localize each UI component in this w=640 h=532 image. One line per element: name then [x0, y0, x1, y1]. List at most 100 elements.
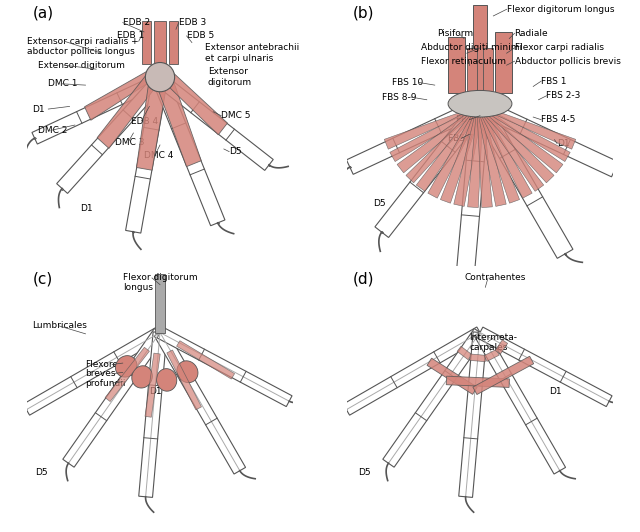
Text: abductor pollicis longus: abductor pollicis longus [27, 47, 135, 56]
Text: FBS 10: FBS 10 [392, 78, 424, 87]
Text: (d): (d) [352, 271, 374, 286]
Text: longus: longus [123, 283, 153, 292]
Polygon shape [477, 106, 576, 149]
Text: (b): (b) [352, 5, 374, 20]
Text: Flexores: Flexores [86, 360, 123, 369]
Polygon shape [477, 106, 506, 206]
Text: Flexor digitorum: Flexor digitorum [123, 273, 197, 282]
Text: Flexor digitorum longus: Flexor digitorum longus [507, 5, 614, 14]
Polygon shape [57, 75, 165, 194]
Polygon shape [474, 5, 486, 93]
Polygon shape [446, 376, 509, 387]
Polygon shape [63, 329, 166, 467]
Text: DMC 5: DMC 5 [221, 111, 251, 120]
Text: EDB 1: EDB 1 [118, 31, 145, 40]
Polygon shape [177, 340, 235, 379]
Text: D1: D1 [549, 387, 562, 395]
Text: Contrahentes: Contrahentes [464, 273, 525, 282]
Polygon shape [477, 106, 544, 192]
Polygon shape [150, 69, 201, 167]
Text: D5: D5 [358, 468, 371, 477]
Polygon shape [157, 369, 177, 391]
Polygon shape [440, 106, 483, 203]
Text: breves: breves [86, 369, 116, 378]
Text: Extensor antebrachii: Extensor antebrachii [205, 44, 300, 52]
Polygon shape [474, 329, 566, 474]
Polygon shape [477, 106, 554, 183]
Polygon shape [375, 101, 487, 237]
Polygon shape [136, 69, 170, 170]
Text: FBS 4-5: FBS 4-5 [541, 115, 575, 124]
Polygon shape [495, 340, 508, 354]
Polygon shape [477, 106, 563, 173]
Polygon shape [97, 69, 170, 148]
Polygon shape [406, 106, 483, 183]
Polygon shape [346, 99, 483, 174]
Polygon shape [168, 21, 178, 64]
Text: D1: D1 [32, 105, 45, 113]
Text: digitorum: digitorum [208, 78, 252, 87]
Polygon shape [456, 106, 489, 277]
Polygon shape [23, 327, 163, 415]
Text: Pisiform: Pisiform [438, 29, 474, 38]
Text: FBS 6: FBS 6 [456, 115, 481, 124]
Polygon shape [472, 102, 573, 259]
Ellipse shape [448, 90, 512, 117]
Polygon shape [477, 106, 492, 207]
Polygon shape [384, 106, 483, 149]
Polygon shape [156, 274, 164, 332]
Polygon shape [477, 106, 532, 198]
Polygon shape [467, 48, 477, 93]
Text: Extensor digitorum: Extensor digitorum [38, 61, 125, 70]
Polygon shape [84, 69, 170, 120]
Polygon shape [115, 355, 137, 377]
Polygon shape [383, 329, 486, 467]
Polygon shape [457, 346, 472, 360]
Text: profundii: profundii [86, 379, 126, 387]
Text: Abductor digiti minimi: Abductor digiti minimi [422, 44, 523, 52]
Polygon shape [473, 356, 534, 395]
Text: D1: D1 [80, 204, 93, 213]
Text: Flexor carpi radialis: Flexor carpi radialis [515, 44, 604, 52]
Text: EDB 3: EDB 3 [179, 18, 206, 27]
Text: FBS 2-3: FBS 2-3 [547, 92, 581, 100]
Polygon shape [448, 37, 465, 93]
Text: EDB 2: EDB 2 [123, 18, 150, 27]
Text: D1: D1 [149, 387, 162, 395]
Polygon shape [495, 32, 512, 93]
Text: EDB 4: EDB 4 [131, 117, 158, 126]
Text: EDB 5: EDB 5 [187, 31, 214, 40]
Text: D5: D5 [35, 468, 47, 477]
Text: Flexor retinaculum: Flexor retinaculum [422, 57, 506, 65]
Polygon shape [484, 350, 499, 361]
Polygon shape [459, 332, 487, 497]
Polygon shape [477, 106, 520, 203]
Circle shape [145, 63, 175, 92]
Polygon shape [139, 332, 167, 497]
Text: Abductor pollicis brevis: Abductor pollicis brevis [515, 57, 620, 65]
Polygon shape [145, 353, 160, 417]
Text: Extensor carpi radialis +: Extensor carpi radialis + [27, 37, 139, 46]
Polygon shape [477, 99, 618, 177]
Text: (c): (c) [32, 271, 52, 286]
Text: D1: D1 [557, 139, 570, 148]
Polygon shape [154, 329, 246, 474]
Text: DMC 4: DMC 4 [144, 151, 173, 160]
Text: carpales: carpales [469, 343, 508, 352]
Text: Lumbricales: Lumbricales [32, 321, 87, 330]
Polygon shape [142, 21, 152, 64]
Text: DMC 2: DMC 2 [38, 126, 67, 135]
Text: Extensor: Extensor [208, 68, 248, 76]
Polygon shape [177, 361, 198, 383]
Text: D5: D5 [229, 147, 242, 156]
Polygon shape [156, 74, 273, 170]
Text: D5: D5 [374, 199, 386, 208]
Polygon shape [477, 106, 570, 162]
Polygon shape [105, 347, 149, 402]
Text: FBS 1: FBS 1 [541, 77, 566, 86]
Polygon shape [477, 327, 612, 406]
Polygon shape [343, 327, 483, 415]
Polygon shape [427, 358, 477, 394]
Text: DMC 3: DMC 3 [115, 138, 144, 147]
Polygon shape [153, 77, 225, 226]
